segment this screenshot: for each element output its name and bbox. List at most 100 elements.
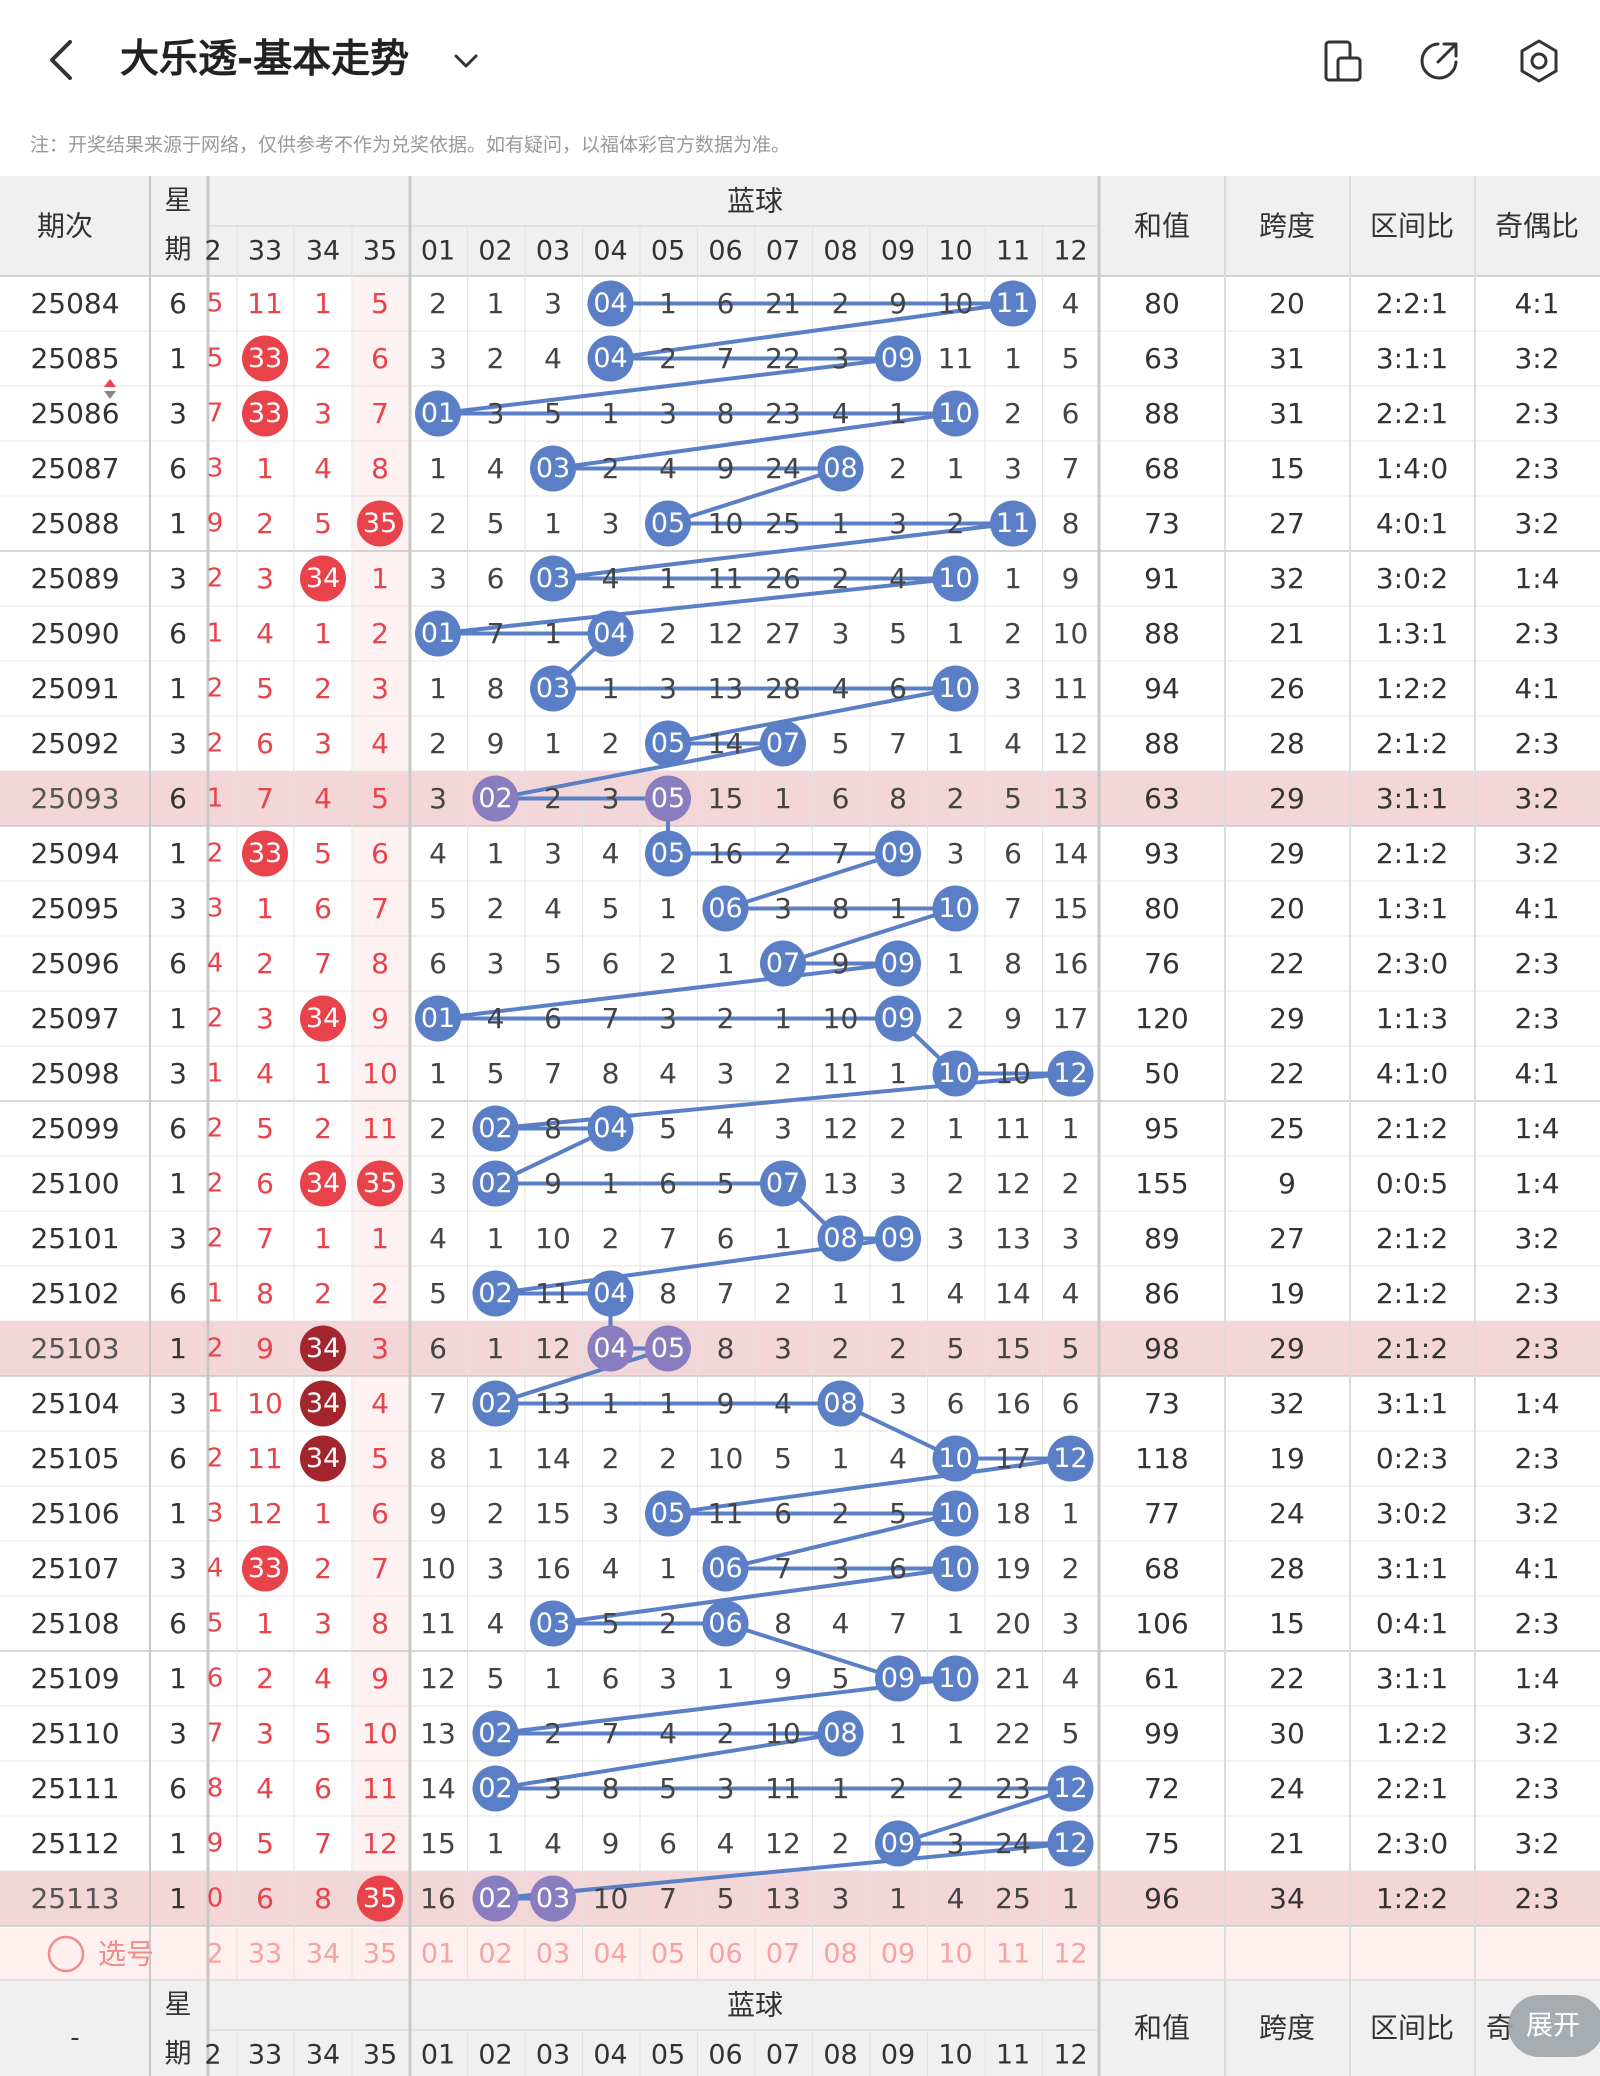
blue-miss-cell: 3 <box>429 1167 447 1200</box>
select-front-ball[interactable]: 35 <box>363 1939 397 1970</box>
front-col-tint <box>353 1376 411 1431</box>
blue-ball <box>587 1325 634 1372</box>
blue-ball <box>875 1215 921 1262</box>
select-blue-ball[interactable]: 11 <box>996 1939 1030 1970</box>
front-miss-cell: 2 <box>256 1662 274 1695</box>
blue-ball <box>415 610 461 657</box>
blue-miss-cell: 7 <box>602 1717 620 1750</box>
front-col-tint <box>353 1431 411 1486</box>
blue-miss-cell: 8 <box>602 1057 620 1090</box>
blue-miss-cell: 2 <box>659 947 677 980</box>
blue-ball-number: 07 <box>766 1168 800 1199</box>
blue-miss-cell: 6 <box>487 562 505 595</box>
front-partial-cell: 2 <box>207 564 224 594</box>
select-front-partial[interactable]: 2 <box>206 1939 223 1970</box>
week-cell: 3 <box>169 1057 187 1090</box>
blue-miss-cell: 1 <box>947 1717 965 1750</box>
red-ball <box>357 1875 403 1922</box>
blue-miss-cell: 3 <box>832 342 850 375</box>
week-cell: 3 <box>169 1387 187 1420</box>
select-blue-ball[interactable]: 12 <box>1053 1939 1087 1970</box>
blue-miss-cell: 1 <box>947 727 965 760</box>
front-col-tint <box>353 881 411 936</box>
week-cell: 1 <box>169 1002 187 1035</box>
blue-miss-cell: 21 <box>765 287 801 320</box>
blue-ball-number: 03 <box>536 1883 570 1914</box>
select-blue-ball[interactable]: 08 <box>823 1939 857 1970</box>
blue-ball <box>472 1105 519 1152</box>
blue-ball-number: 04 <box>593 288 627 319</box>
front-partial-cell: 2 <box>207 729 224 759</box>
blue-ball-number: 07 <box>766 728 800 759</box>
blue-ball-number: 02 <box>478 1883 512 1914</box>
blue-miss-cell: 5 <box>717 1167 735 1200</box>
blue-ball <box>990 500 1036 547</box>
red-ball-number: 34 <box>306 1443 340 1474</box>
week-cell: 1 <box>169 1497 187 1530</box>
footer-period-header: - <box>70 2023 79 2053</box>
blue-miss-cell: 3 <box>602 782 620 815</box>
select-front-ball[interactable]: 34 <box>306 1939 340 1970</box>
chevron-down-icon[interactable] <box>448 44 484 76</box>
blue-ball-header: 蓝球 <box>727 185 783 218</box>
select-blue-ball[interactable]: 03 <box>536 1939 570 1970</box>
blue-ball-number: 03 <box>536 1608 570 1639</box>
blue-miss-cell: 7 <box>1004 892 1022 925</box>
blue-miss-cell: 1 <box>659 562 677 595</box>
blue-miss-cell: 1 <box>429 452 447 485</box>
select-blue-ball[interactable]: 01 <box>421 1939 455 1970</box>
front-miss-cell: 1 <box>256 892 274 925</box>
blue-ball-number: 05 <box>651 728 685 759</box>
front-col-tint <box>353 1816 411 1871</box>
span-cell: 29 <box>1269 782 1305 815</box>
select-blue-ball[interactable]: 09 <box>881 1939 915 1970</box>
blue-miss-cell: 4 <box>774 1387 792 1420</box>
expand-button[interactable] <box>1508 1995 1600 2057</box>
select-blue-ball[interactable]: 07 <box>766 1939 800 1970</box>
blue-miss-cell: 18 <box>995 1497 1031 1530</box>
week-header-top: 星 <box>165 186 192 217</box>
span-cell: 26 <box>1269 672 1305 705</box>
select-blue-ball[interactable]: 10 <box>938 1939 972 1970</box>
select-blue-ball[interactable]: 05 <box>651 1939 685 1970</box>
front-miss-cell: 6 <box>314 1772 332 1805</box>
sum-cell: 68 <box>1144 1552 1180 1585</box>
share-icon[interactable] <box>1414 36 1464 86</box>
blue-miss-cell: 9 <box>832 947 850 980</box>
red-ball <box>300 1160 346 1207</box>
sort-down-icon[interactable] <box>104 391 116 399</box>
blue-miss-cell: 9 <box>544 1167 562 1200</box>
select-number-label[interactable]: 选号 <box>98 1938 154 1971</box>
blue-ball <box>645 775 691 822</box>
select-blue-ball[interactable]: 06 <box>708 1939 742 1970</box>
settings-icon[interactable] <box>1514 36 1564 86</box>
span-cell: 32 <box>1269 1387 1305 1420</box>
blue-miss-cell: 2 <box>832 1827 850 1860</box>
front-col-tint <box>353 826 411 881</box>
select-row[interactable] <box>0 1928 1600 1980</box>
blue-miss-cell: 3 <box>602 507 620 540</box>
blue-miss-cell: 14 <box>420 1772 456 1805</box>
select-front-ball[interactable]: 33 <box>248 1939 282 1970</box>
sort-up-icon[interactable] <box>104 379 116 387</box>
select-blue-ball[interactable]: 04 <box>593 1939 627 1970</box>
span-cell: 34 <box>1269 1882 1305 1915</box>
chevron-left-icon[interactable] <box>40 32 90 88</box>
odd-even-cell: 2:3 <box>1514 452 1559 485</box>
select-blue-ball[interactable]: 02 <box>478 1939 512 1970</box>
expand-button-label[interactable]: 展开 <box>1526 2011 1580 2042</box>
sort-icon[interactable] <box>104 379 116 399</box>
red-ball <box>242 390 288 437</box>
blue-miss-cell: 1 <box>717 1662 735 1695</box>
page-title[interactable]: 大乐透-基本走势 <box>120 37 410 82</box>
blue-miss-cell: 3 <box>1004 672 1022 705</box>
blue-ball <box>645 720 691 767</box>
trend-line <box>552 521 1014 581</box>
blue-miss-cell: 12 <box>995 1167 1031 1200</box>
red-ball-number: 34 <box>306 563 340 594</box>
front-miss-cell: 9 <box>371 1002 389 1035</box>
device-icon[interactable] <box>1320 36 1370 86</box>
blue-miss-cell: 4 <box>717 1827 735 1860</box>
blue-miss-cell: 3 <box>832 1882 850 1915</box>
select-radio-icon[interactable] <box>47 1935 85 1973</box>
